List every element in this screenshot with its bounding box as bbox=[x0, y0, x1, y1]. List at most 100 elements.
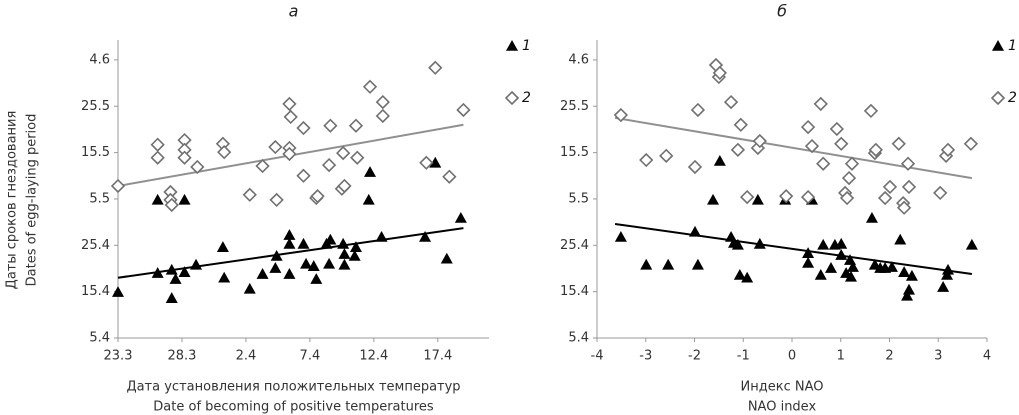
point bbox=[454, 211, 467, 223]
point bbox=[283, 109, 298, 125]
point bbox=[829, 121, 844, 137]
y-tick-label: 15.4 bbox=[560, 284, 589, 299]
point bbox=[891, 136, 906, 151]
point bbox=[937, 281, 950, 292]
y-tick-label: 4.6 bbox=[89, 52, 110, 67]
legend-marker bbox=[506, 40, 518, 51]
y-axis-label: Даты сроков гнездования bbox=[5, 111, 20, 290]
point bbox=[242, 187, 257, 202]
point bbox=[687, 159, 703, 175]
y-tick-label: 5.5 bbox=[568, 191, 589, 206]
x-tick-label: 0 bbox=[788, 349, 796, 364]
point bbox=[688, 225, 701, 237]
point bbox=[270, 249, 283, 261]
point bbox=[940, 142, 956, 157]
point bbox=[269, 192, 284, 208]
point bbox=[901, 289, 914, 301]
point bbox=[419, 155, 434, 170]
legend-marker bbox=[992, 40, 1004, 51]
point bbox=[640, 258, 653, 270]
point bbox=[707, 193, 720, 205]
point bbox=[164, 197, 179, 213]
point bbox=[338, 258, 351, 270]
point bbox=[903, 283, 915, 295]
point bbox=[268, 139, 283, 155]
point bbox=[243, 282, 256, 294]
point bbox=[362, 193, 375, 205]
point bbox=[296, 168, 311, 183]
point bbox=[165, 263, 178, 275]
trend-line bbox=[614, 116, 973, 180]
point bbox=[877, 190, 893, 206]
point bbox=[348, 118, 364, 133]
x-tick-label: 2.4 bbox=[236, 349, 257, 364]
point bbox=[283, 268, 296, 279]
point bbox=[800, 189, 816, 205]
point bbox=[178, 193, 191, 205]
point bbox=[751, 193, 764, 205]
point bbox=[779, 189, 794, 204]
legend-label: 2 bbox=[1008, 90, 1017, 106]
point bbox=[364, 166, 377, 177]
point bbox=[269, 262, 282, 273]
point bbox=[375, 108, 390, 124]
point bbox=[844, 156, 860, 171]
x-tick-label: -2 bbox=[688, 349, 701, 364]
point bbox=[662, 258, 675, 270]
point bbox=[323, 118, 338, 133]
point bbox=[802, 247, 815, 258]
legend-label: 2 bbox=[522, 90, 531, 106]
point bbox=[177, 150, 192, 165]
point bbox=[712, 65, 727, 81]
point bbox=[375, 94, 390, 110]
point bbox=[804, 138, 820, 154]
point bbox=[442, 169, 457, 184]
point bbox=[813, 96, 828, 112]
point bbox=[825, 262, 837, 273]
point bbox=[321, 157, 337, 173]
point bbox=[933, 185, 948, 201]
point bbox=[150, 137, 165, 152]
legend-marker bbox=[504, 90, 520, 106]
point bbox=[817, 238, 830, 250]
point bbox=[963, 136, 979, 151]
point bbox=[428, 60, 443, 75]
x-tick-label: 17.4 bbox=[423, 349, 452, 364]
x-tick-label: -1 bbox=[737, 349, 750, 364]
point bbox=[336, 145, 351, 161]
point bbox=[350, 150, 365, 165]
x-axis-label: Индекс NAO bbox=[741, 380, 824, 395]
x-tick-label: 3 bbox=[934, 349, 942, 364]
point bbox=[282, 96, 297, 112]
point bbox=[282, 146, 297, 162]
x-axis-label: NAO index bbox=[748, 400, 817, 415]
point bbox=[419, 230, 432, 242]
point bbox=[841, 170, 857, 186]
x-tick-label: 4 bbox=[983, 349, 991, 364]
point bbox=[800, 119, 816, 135]
point bbox=[165, 292, 178, 303]
point bbox=[863, 103, 879, 119]
x-axis-label: Date of becoming of positive temperature… bbox=[153, 400, 434, 415]
point bbox=[151, 193, 164, 205]
point bbox=[834, 136, 849, 151]
point bbox=[882, 179, 898, 195]
point bbox=[896, 200, 912, 215]
y-tick-label: 5.5 bbox=[89, 191, 110, 206]
x-tick-label: 7.4 bbox=[300, 349, 321, 364]
point bbox=[362, 79, 378, 94]
y-tick-label: 25.5 bbox=[560, 99, 589, 114]
point bbox=[324, 233, 337, 245]
trend-line bbox=[614, 222, 973, 276]
point bbox=[190, 159, 205, 175]
point bbox=[178, 266, 191, 277]
trend-line bbox=[117, 227, 464, 279]
point bbox=[217, 145, 232, 160]
point bbox=[456, 102, 471, 118]
point bbox=[614, 230, 627, 242]
point bbox=[690, 102, 706, 118]
point bbox=[802, 256, 815, 268]
point bbox=[375, 230, 388, 242]
point bbox=[965, 238, 978, 250]
point bbox=[659, 148, 674, 163]
